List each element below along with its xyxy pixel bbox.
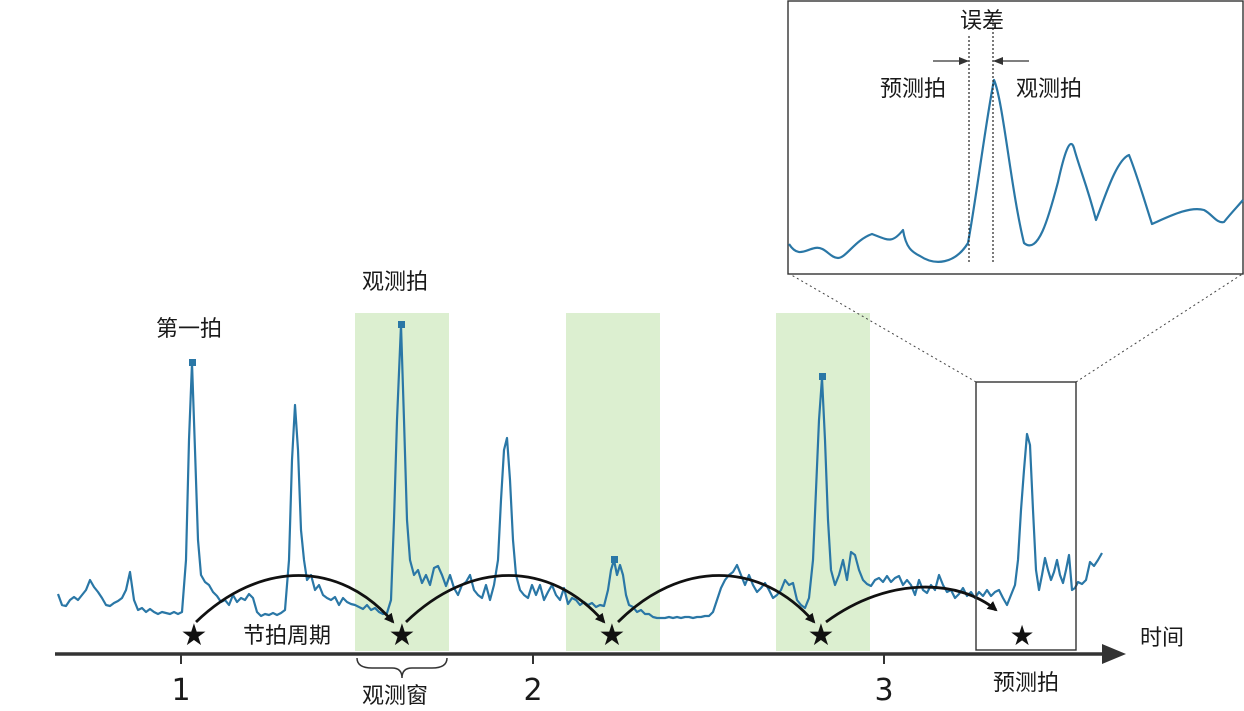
beat-star-predicted: ★ [1009,619,1034,652]
period-arc-3 [617,574,816,624]
predicted-beat-label: 预测拍 [993,671,1059,696]
observed-beat-label: 观测拍 [362,270,428,295]
time-axis-label: 时间 [1140,626,1184,651]
period-arc-2 [405,574,606,624]
period-arc-1 [195,574,395,624]
beat-marker-2 [398,321,405,328]
inset-predicted-label: 预测拍 [880,77,946,102]
axis-tick-label-1: 1 [171,673,190,708]
beat-star-2: ★ [389,618,416,653]
beat-marker-1 [189,359,196,366]
observation-window-brace [356,657,448,679]
axis-tick-label-3: 3 [874,673,893,708]
observation-window-2 [566,313,660,651]
beat-star-4: ★ [808,618,835,653]
inset-connector-left [787,272,977,383]
beat-star-1: ★ [181,618,208,653]
inset-waveform [788,78,1244,263]
inset-connector-right [1075,272,1244,383]
first-beat-label: 第一拍 [156,317,222,342]
period-arc-4 [825,585,998,624]
beat-marker-3 [611,556,618,563]
beat-marker-4 [819,373,826,380]
prediction-region-box [975,381,1077,651]
inset-error-label: 误差 [960,9,1004,34]
axis-tick-label-2: 2 [523,673,542,708]
inset-panel [787,0,1244,275]
beat-period-label: 节拍周期 [243,624,331,649]
time-axis-arrowhead [1102,644,1126,664]
inset-observed-label: 观测拍 [1016,77,1082,102]
observation-window-label: 观测窗 [362,684,428,709]
beat-star-3: ★ [599,618,626,653]
observation-window-3 [776,313,870,651]
